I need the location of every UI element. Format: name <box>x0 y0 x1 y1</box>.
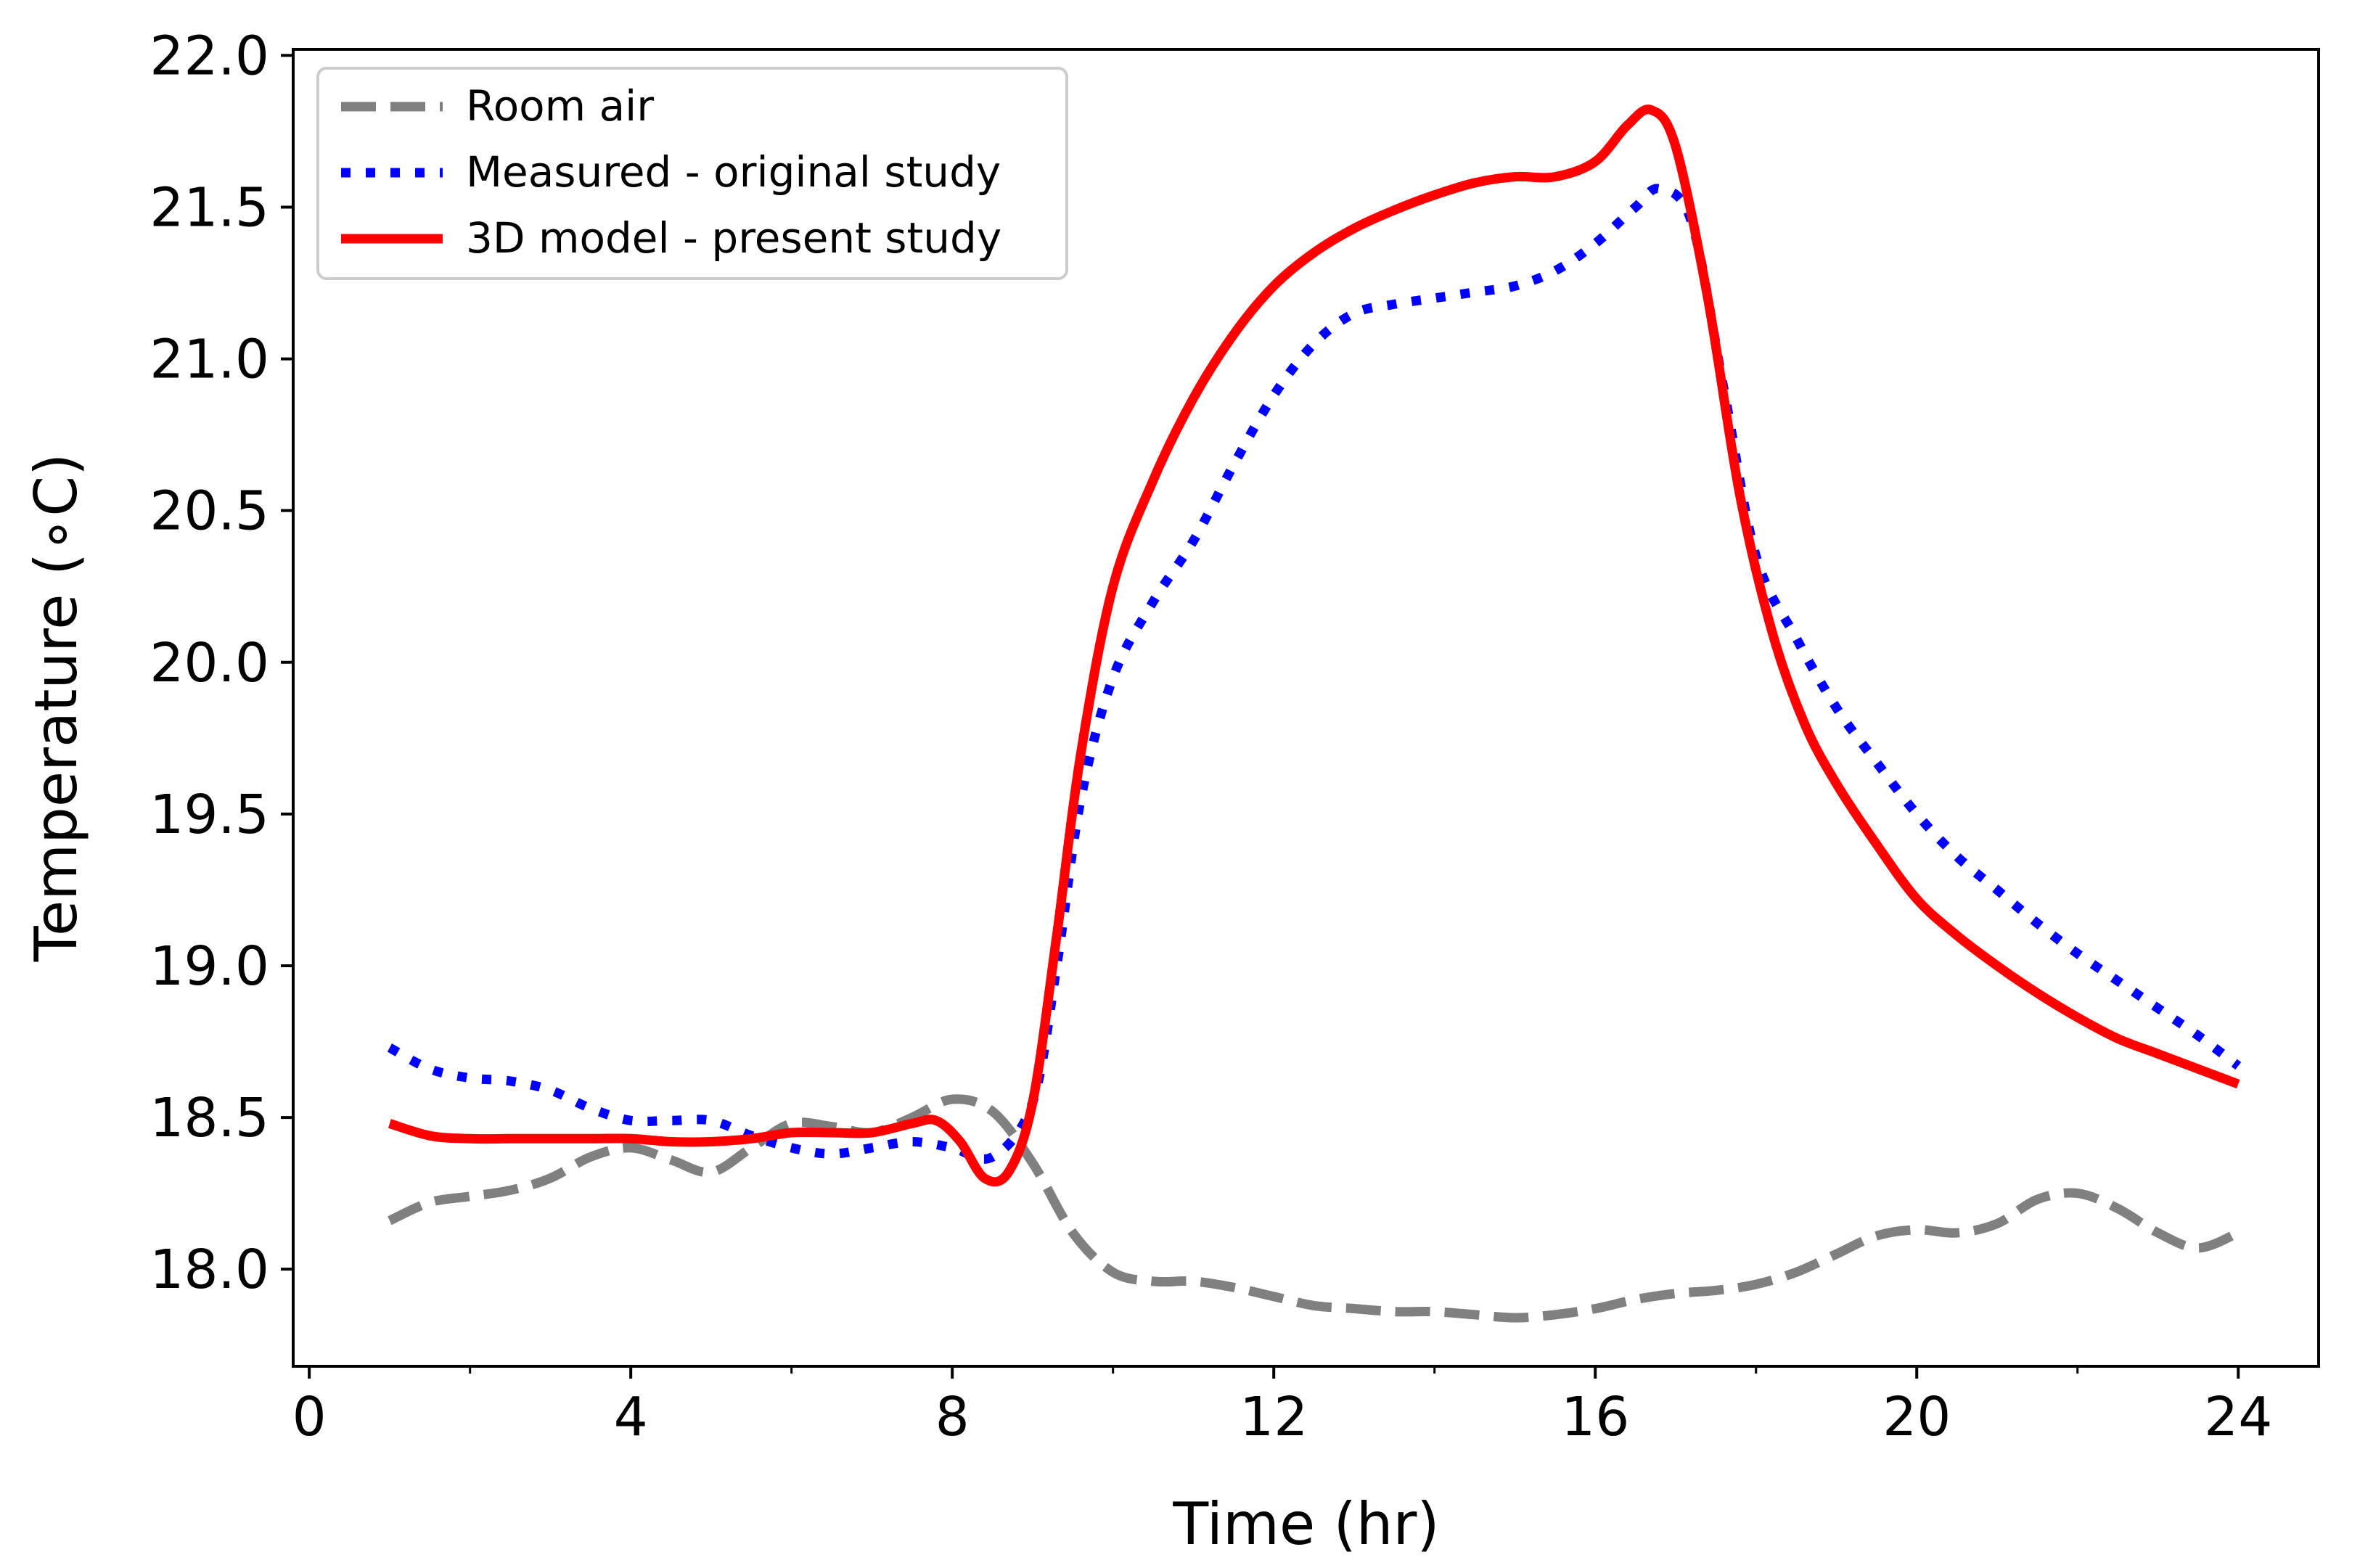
x-tick-label-20: 20 <box>1882 1386 1951 1448</box>
y-tick-label-18.0: 18.0 <box>149 1239 269 1301</box>
legend-label-3d-model: 3D model - present study <box>466 213 1001 263</box>
legend: Room air Measured - original study 3D mo… <box>316 67 1068 280</box>
x-tick-label-24: 24 <box>2204 1386 2272 1448</box>
x-tick-label-12: 12 <box>1240 1386 1308 1448</box>
y-axis-label: Temperature (∘C) <box>22 453 90 963</box>
y-tick-label-19.5: 19.5 <box>149 784 269 846</box>
plot-frame <box>292 48 2320 1368</box>
y-tick-label-18.5: 18.5 <box>149 1087 269 1149</box>
x-tick-label-4: 4 <box>614 1386 648 1448</box>
x-tick-label-16: 16 <box>1561 1386 1629 1448</box>
x-axis-label: Time (hr) <box>1172 1490 1439 1558</box>
x-tick-label-8: 8 <box>935 1386 970 1448</box>
legend-label-measured: Measured - original study <box>466 147 1001 197</box>
legend-box <box>316 67 1068 280</box>
series-line-3d-model-present-study <box>388 104 2240 1187</box>
series-line-room-air <box>388 1094 2240 1323</box>
y-tick-label-22.0: 22.0 <box>149 25 269 87</box>
y-tick-label-20.5: 20.5 <box>149 480 269 543</box>
y-tick-label-21.0: 21.0 <box>149 329 269 391</box>
y-tick-label-20.0: 20.0 <box>149 632 269 694</box>
y-tick-label-19.0: 19.0 <box>149 935 269 998</box>
legend-label-room-air: Room air <box>466 81 654 131</box>
axis-ticks: 0 4 8 12 16 20 24 18.0 18.5 19.0 19.5 20.0 20.5 21.0 2… <box>149 25 2272 1448</box>
y-tick-label-21.5: 21.5 <box>149 176 269 239</box>
series-lines <box>387 104 2242 1323</box>
x-tick-label-0: 0 <box>292 1386 327 1448</box>
